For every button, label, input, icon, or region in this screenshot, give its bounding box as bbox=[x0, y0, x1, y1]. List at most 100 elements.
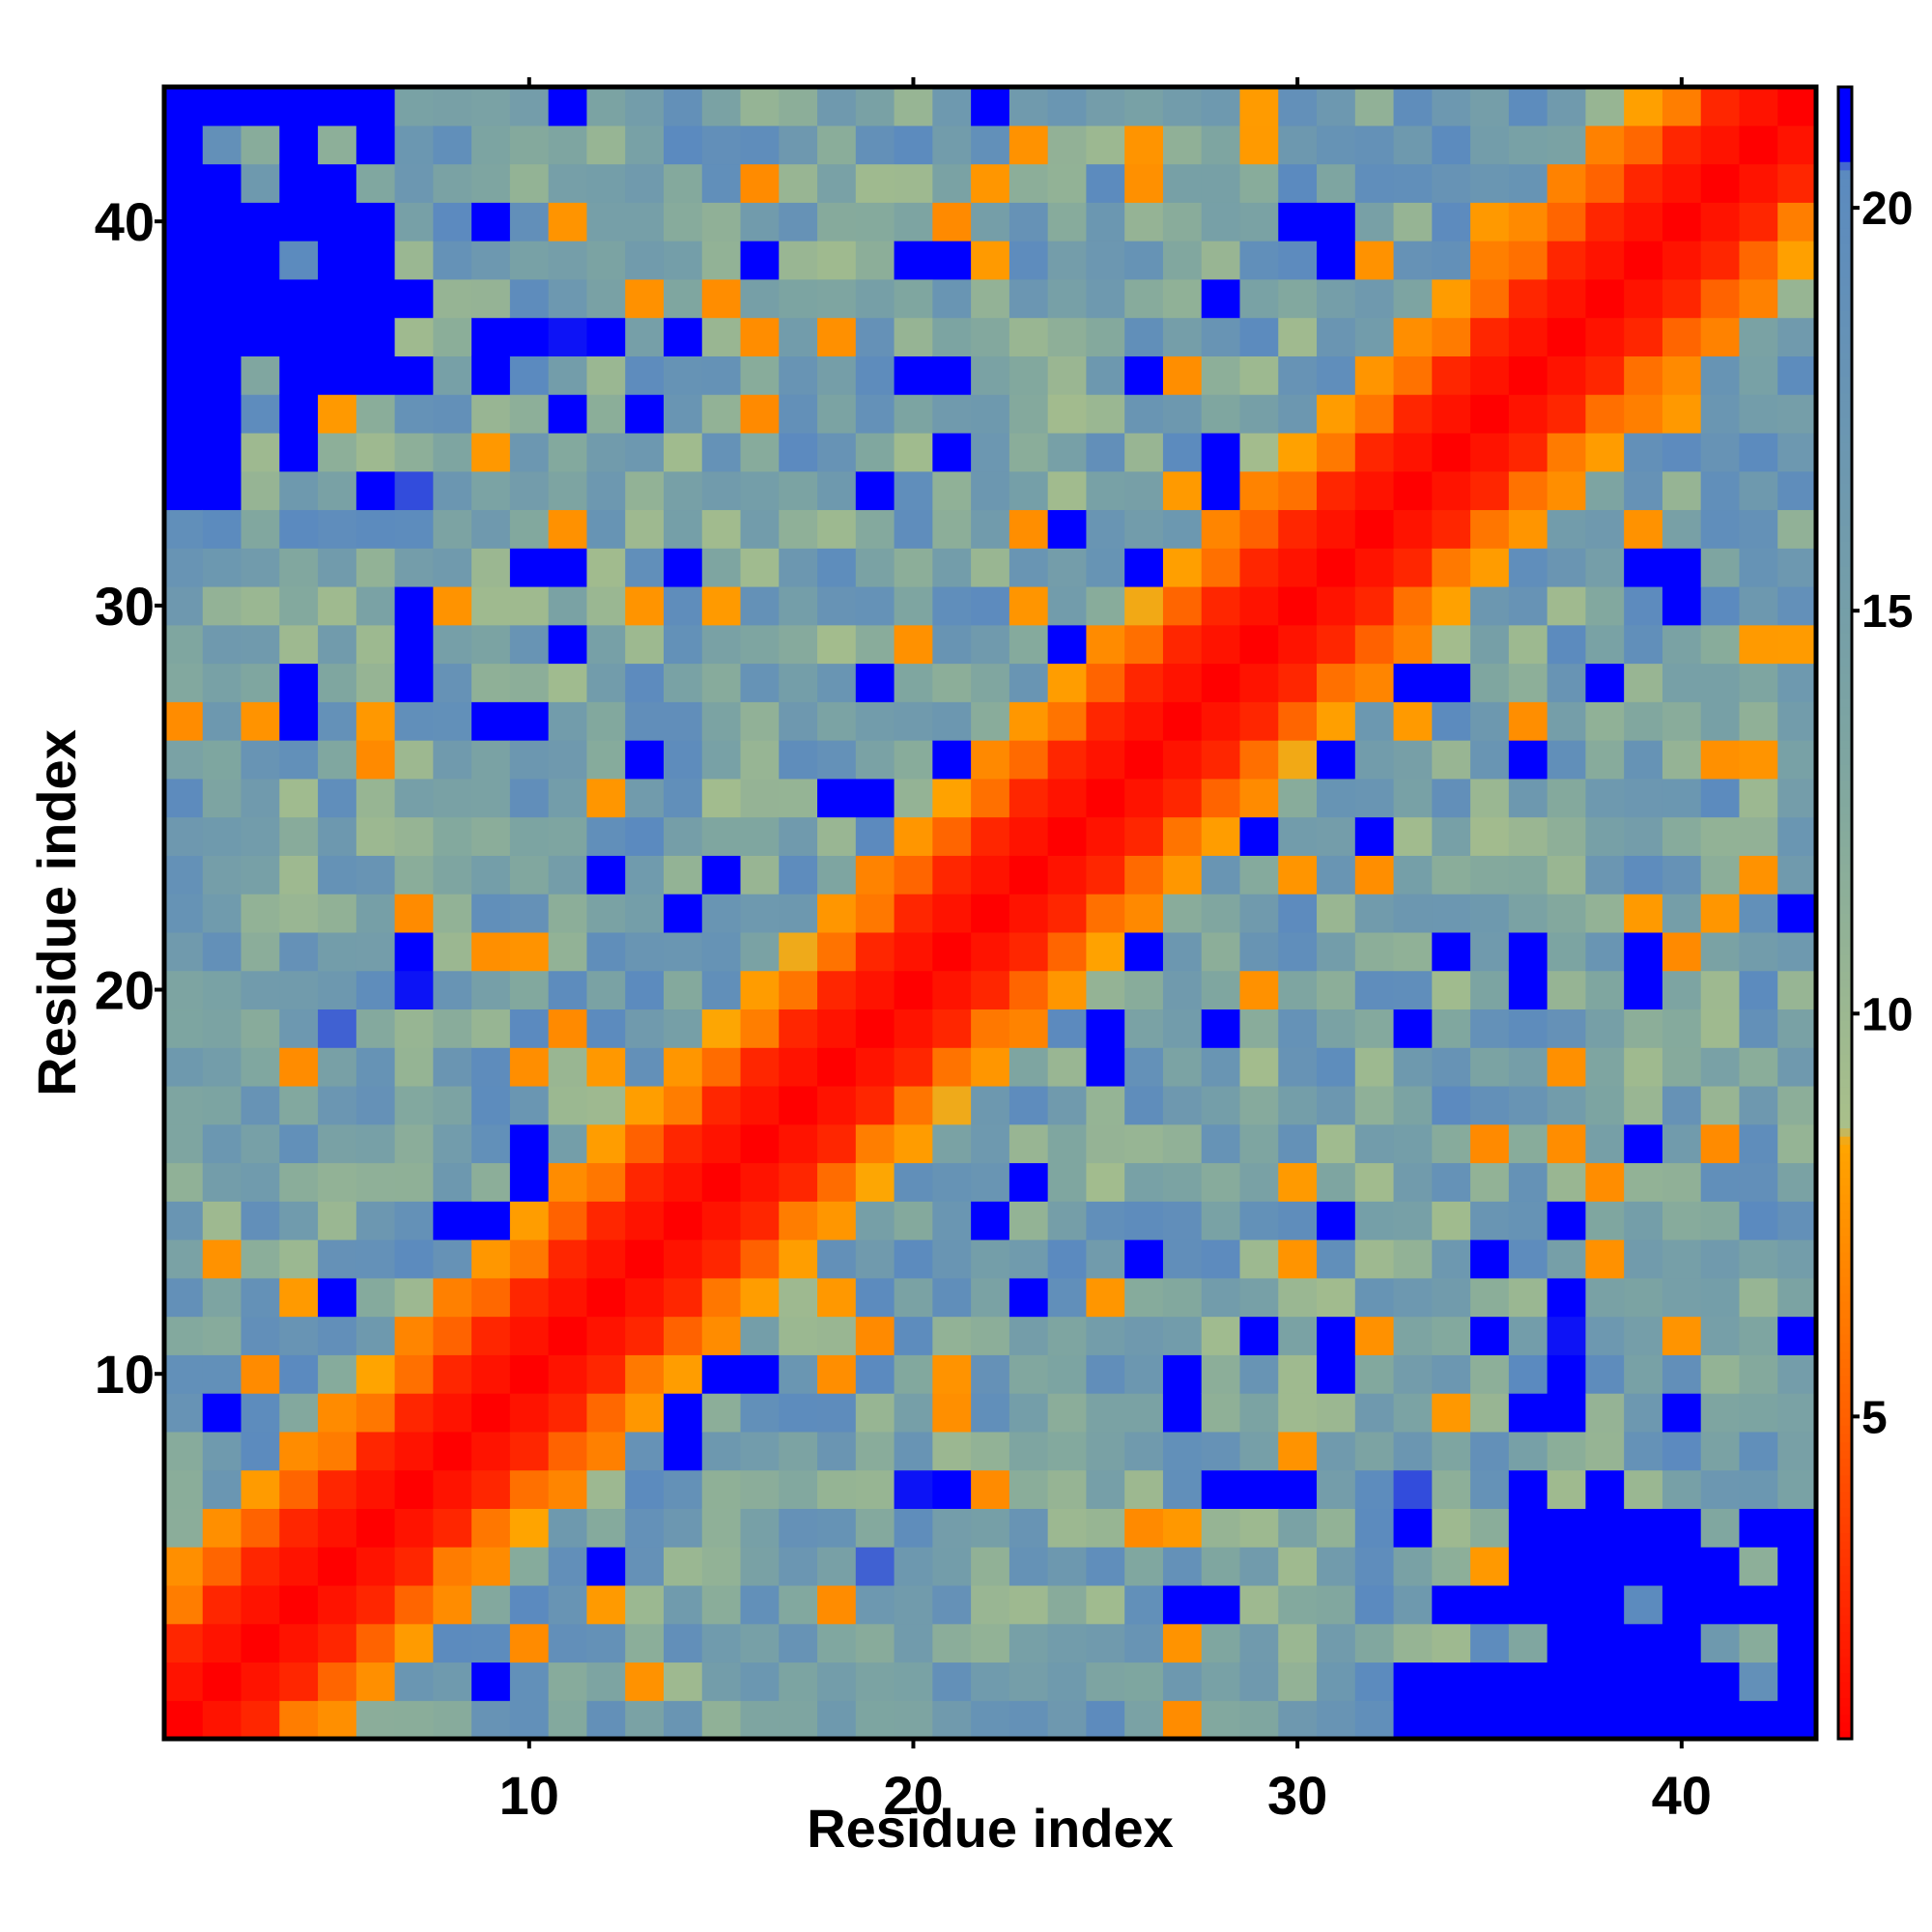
heatmap-cell bbox=[1086, 1354, 1125, 1394]
heatmap-cell bbox=[932, 1162, 972, 1202]
heatmap-cell bbox=[471, 1277, 511, 1318]
heatmap-cell bbox=[1009, 125, 1049, 165]
heatmap-cell bbox=[355, 1316, 396, 1355]
heatmap-cell bbox=[701, 278, 742, 319]
heatmap-cell bbox=[1700, 202, 1741, 242]
heatmap-cell bbox=[663, 1201, 703, 1240]
heatmap-cell bbox=[1470, 509, 1510, 549]
heatmap-cell bbox=[1162, 740, 1203, 780]
heatmap-cell bbox=[355, 970, 396, 1010]
heatmap-cell bbox=[817, 1662, 857, 1701]
heatmap-cell bbox=[894, 663, 933, 702]
colorbar-segment bbox=[1838, 821, 1852, 832]
x-axis-title: Residue index bbox=[807, 1798, 1174, 1859]
colorbar-segment bbox=[1838, 285, 1852, 295]
heatmap-cell bbox=[625, 1085, 665, 1125]
heatmap-cell bbox=[625, 1316, 665, 1355]
heatmap-cell bbox=[817, 1393, 857, 1433]
heatmap-cell bbox=[279, 663, 319, 702]
heatmap-cell bbox=[433, 1316, 472, 1355]
heatmap-cell bbox=[663, 1584, 703, 1625]
y-tick-label: 10 bbox=[95, 1344, 155, 1405]
heatmap-cell bbox=[1508, 1393, 1548, 1433]
heatmap-cell bbox=[1278, 1508, 1318, 1548]
heatmap-cell bbox=[779, 1393, 818, 1433]
heatmap-cell bbox=[548, 1584, 588, 1625]
heatmap-cell bbox=[1239, 509, 1279, 549]
heatmap-cell bbox=[625, 970, 665, 1010]
heatmap-cell bbox=[701, 202, 742, 242]
heatmap-cell bbox=[894, 1700, 933, 1740]
colorbar-segment bbox=[1838, 144, 1852, 155]
heatmap-cell bbox=[1086, 1085, 1125, 1125]
heatmap-cell bbox=[1739, 1393, 1778, 1433]
heatmap-cell bbox=[355, 1623, 396, 1663]
heatmap-cell bbox=[509, 1547, 550, 1586]
heatmap-cell bbox=[779, 1469, 818, 1509]
heatmap-cell bbox=[1317, 1009, 1356, 1048]
heatmap-cell bbox=[1777, 1354, 1817, 1394]
heatmap-cell bbox=[318, 317, 357, 356]
heatmap-cell bbox=[1700, 1508, 1741, 1548]
heatmap-cell bbox=[1432, 1354, 1471, 1394]
heatmap-cell bbox=[625, 1277, 665, 1318]
heatmap-cell bbox=[663, 470, 703, 511]
heatmap-cell bbox=[241, 1700, 280, 1740]
heatmap-cell bbox=[1508, 1508, 1548, 1548]
heatmap-cell bbox=[164, 855, 204, 895]
heatmap-cell bbox=[1278, 1700, 1318, 1740]
heatmap-cell bbox=[1432, 1047, 1471, 1087]
heatmap-cell bbox=[855, 1584, 895, 1625]
heatmap-cell bbox=[971, 1162, 1010, 1202]
heatmap-cell bbox=[1739, 125, 1778, 165]
heatmap-cell bbox=[701, 970, 742, 1010]
heatmap-cell bbox=[625, 1584, 665, 1625]
heatmap-cell bbox=[1662, 1623, 1702, 1663]
heatmap-cell bbox=[1009, 394, 1049, 434]
heatmap-cell bbox=[1162, 1085, 1203, 1125]
heatmap-cell bbox=[394, 509, 434, 549]
heatmap-cell bbox=[1547, 355, 1586, 395]
x-tick-label: 30 bbox=[1267, 1765, 1327, 1826]
heatmap-cell bbox=[1317, 1469, 1356, 1509]
heatmap-cell bbox=[548, 163, 588, 203]
heatmap-cell bbox=[1354, 1201, 1395, 1240]
heatmap-cell bbox=[548, 394, 588, 434]
heatmap-cell bbox=[1393, 1431, 1433, 1471]
heatmap-cell bbox=[1278, 1316, 1318, 1355]
heatmap-cell bbox=[1162, 1393, 1203, 1433]
heatmap-cell bbox=[1162, 202, 1203, 242]
heatmap-cell bbox=[779, 970, 818, 1010]
heatmap-cell bbox=[241, 855, 280, 895]
heatmap-cell bbox=[1662, 970, 1702, 1010]
heatmap-cell bbox=[1086, 1201, 1125, 1240]
heatmap-cell bbox=[855, 509, 895, 549]
heatmap-cell bbox=[1624, 317, 1663, 356]
heatmap-cell bbox=[1470, 241, 1510, 280]
heatmap-cell bbox=[1547, 432, 1586, 472]
heatmap-cell bbox=[817, 855, 857, 895]
heatmap-cell bbox=[1624, 970, 1663, 1010]
heatmap-cell bbox=[1508, 1316, 1548, 1355]
heatmap-cell bbox=[1278, 548, 1318, 587]
heatmap-cell bbox=[817, 548, 857, 587]
heatmap-cell bbox=[1777, 1508, 1817, 1548]
heatmap-cell bbox=[1662, 1584, 1702, 1625]
heatmap-cell bbox=[701, 1085, 742, 1125]
heatmap-cell bbox=[625, 1123, 665, 1164]
heatmap-cell bbox=[817, 816, 857, 856]
heatmap-cell bbox=[1278, 432, 1318, 472]
heatmap-cell bbox=[1624, 163, 1663, 203]
heatmap-cell bbox=[1624, 894, 1663, 933]
heatmap-cell bbox=[779, 470, 818, 511]
heatmap-cell bbox=[1700, 317, 1741, 356]
heatmap-cell bbox=[1624, 470, 1663, 511]
heatmap-cell bbox=[548, 241, 588, 280]
heatmap-cell bbox=[548, 1047, 588, 1087]
heatmap-cell bbox=[1317, 585, 1356, 626]
heatmap-cell bbox=[1432, 1162, 1471, 1202]
heatmap-cell bbox=[1624, 1085, 1663, 1125]
heatmap-cell bbox=[1124, 1662, 1164, 1701]
heatmap-cell bbox=[1162, 1431, 1203, 1471]
heatmap-cell bbox=[1547, 1354, 1586, 1394]
